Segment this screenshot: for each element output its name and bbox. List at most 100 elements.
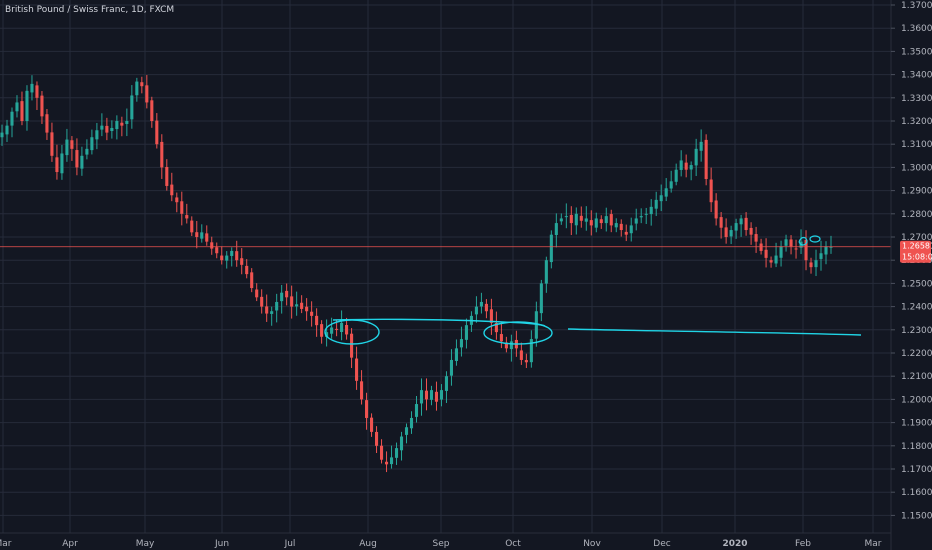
y-tick-label: 1.31000 [901, 140, 932, 150]
candle-body [275, 301, 279, 311]
candle-body [744, 217, 748, 231]
chart-title: British Pound / Swiss Franc, 1D, FXCM [5, 5, 174, 15]
candle-body [255, 289, 259, 298]
candle-body [70, 140, 74, 149]
candle-body [654, 199, 658, 209]
x-tick-label: Mar [865, 539, 882, 549]
candle-body [714, 200, 718, 219]
candle-body [394, 448, 399, 458]
candle-body [384, 461, 389, 465]
candle-body [389, 457, 394, 465]
candle-body [704, 139, 708, 179]
candle-body [599, 219, 603, 224]
candle-body [489, 309, 493, 323]
candle-body [270, 311, 274, 314]
candle-body [829, 246, 833, 248]
candle-body [454, 348, 458, 361]
candle-body [280, 292, 284, 302]
drawings [324, 235, 862, 345]
candle-body [414, 404, 419, 417]
candle-body [25, 90, 29, 122]
candle-body [180, 201, 184, 214]
candle-body [684, 162, 688, 170]
candle-body [250, 272, 254, 289]
candle-body [559, 218, 563, 222]
candle-body [449, 359, 454, 376]
candle-body [50, 132, 54, 156]
candle-body [295, 304, 299, 307]
candle-body [375, 431, 379, 446]
candle-body [95, 130, 99, 140]
candle-body [0, 132, 4, 138]
x-tick-label: Aug [359, 539, 377, 549]
candle-body [774, 255, 778, 264]
x-tick-label: Apr [62, 539, 78, 549]
candle-body [639, 216, 643, 218]
candle-body [120, 122, 124, 126]
candle-body [325, 332, 329, 337]
candle-body [619, 223, 623, 231]
candle-body [719, 217, 723, 228]
candle-body [5, 125, 9, 135]
candle-body [200, 232, 204, 239]
candle-body [669, 181, 673, 189]
candle-body [554, 223, 558, 235]
price-axis[interactable]: 1.37000 1.36000 1.35000 1.34000 1.33000 1.320… [890, 0, 932, 550]
candle-body [265, 306, 269, 314]
candle-body [574, 213, 578, 226]
x-tick-label: Dec [653, 539, 670, 549]
candle-body [75, 150, 79, 168]
y-tick-label: 1.15000 [901, 511, 932, 521]
candle-body [749, 227, 753, 235]
candle-body [659, 195, 663, 202]
candle-body [464, 325, 468, 340]
candle-body [729, 230, 733, 237]
candle-body [125, 121, 129, 124]
candle-body [809, 262, 813, 268]
y-tick-label: 1.32000 [901, 117, 932, 127]
candle-body [135, 81, 139, 96]
candle-body [549, 234, 553, 263]
candle-body [225, 255, 229, 261]
candle-body [819, 253, 823, 259]
candle-body [165, 166, 169, 186]
candle-body [379, 445, 384, 460]
time-axis[interactable]: Mar Apr May Jun Jul Aug Sep Oct Nov Dec 2020 Feb Mar [0, 532, 891, 549]
y-tick-label: 1.30000 [901, 163, 932, 173]
candle-body [55, 157, 59, 173]
candle-body [529, 339, 533, 363]
candle-body [539, 283, 543, 314]
candle-body [709, 179, 713, 203]
candle-body [300, 302, 304, 309]
candle-body [794, 248, 798, 250]
candle-body [754, 234, 758, 242]
candle-body [609, 214, 613, 226]
candle-body [569, 214, 573, 224]
candle-body [355, 358, 359, 381]
y-tick-label: 1.18000 [901, 442, 932, 452]
y-tick-label: 1.25000 [901, 279, 932, 289]
x-tick-label: 2020 [722, 539, 747, 549]
x-tick-label: Jul [284, 539, 296, 549]
y-tick-label: 1.37000 [901, 1, 932, 11]
price-tag-box [900, 240, 931, 263]
candle-body [544, 260, 548, 284]
candle-body [534, 311, 538, 339]
candle-body [664, 188, 668, 197]
candle-body [804, 239, 808, 261]
candle-body [185, 215, 189, 219]
candle-body [674, 169, 678, 182]
candle-body [155, 120, 159, 145]
candle-body [60, 153, 64, 174]
candle-body [589, 220, 593, 226]
y-tick-label: 1.23000 [901, 326, 932, 336]
y-tick-label: 1.27000 [901, 233, 932, 243]
x-tick-label: Oct [505, 539, 521, 549]
y-tick-label: 1.34000 [901, 71, 932, 81]
candle-body [310, 311, 314, 316]
candle-body [65, 139, 69, 156]
candle-body [290, 296, 294, 307]
y-tick-label: 1.21000 [901, 372, 932, 382]
